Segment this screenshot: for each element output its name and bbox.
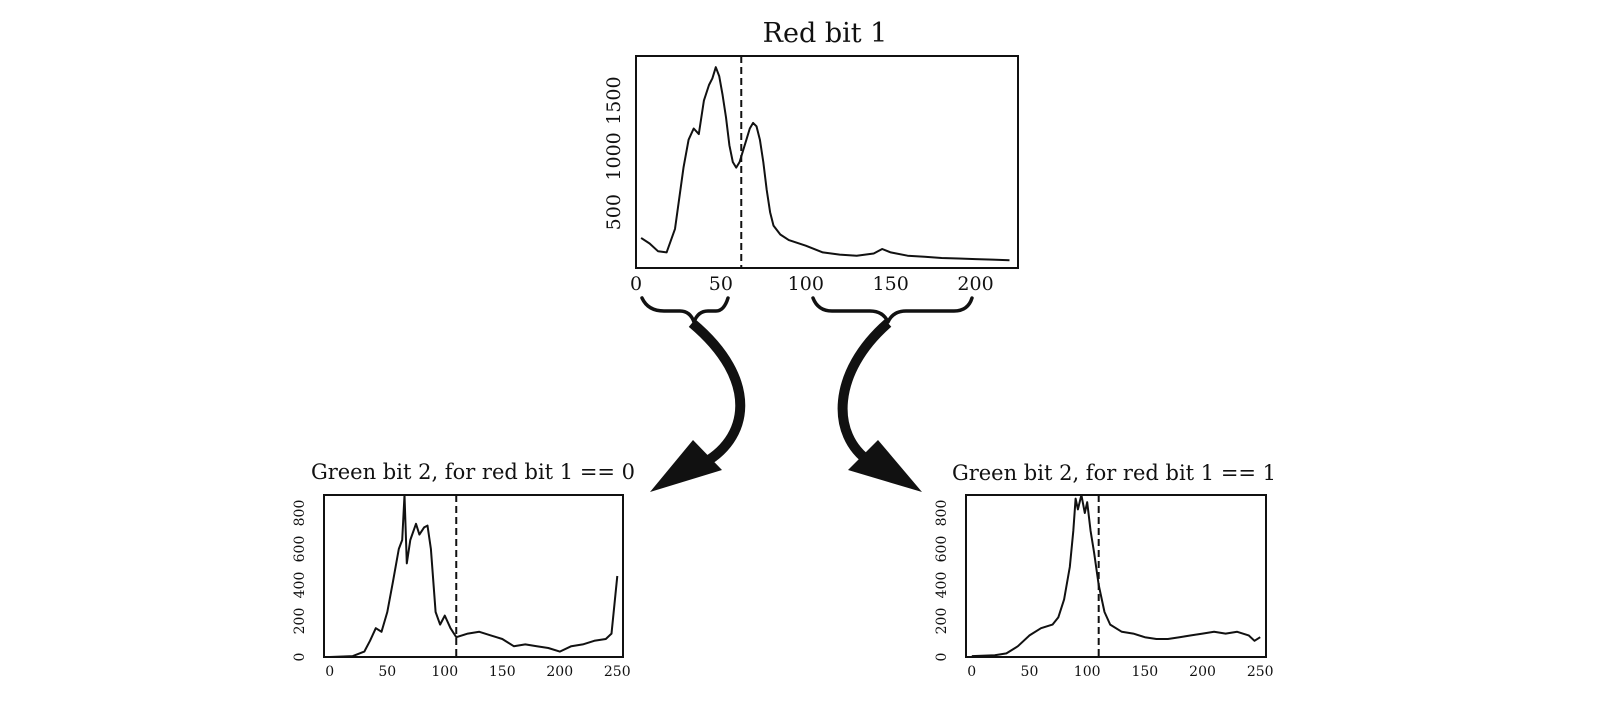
chart-green-bit-2-red-1: Green bit 2, for red bit 1 == 1 0 50 100 15…: [934, 461, 1276, 680]
x-tick-label: 250: [604, 664, 631, 680]
chart-title: Green bit 2, for red bit 1 == 0: [311, 460, 635, 484]
x-tick-label: 100: [431, 664, 458, 680]
chart-green-bit-2-red-0: Green bit 2, for red bit 1 == 0 0 50 100 15…: [292, 460, 635, 680]
x-tick-label: 100: [1074, 664, 1101, 680]
y-tick-label: 200: [292, 608, 308, 635]
y-tick-label: 500: [603, 194, 625, 230]
x-tick-label: 0: [967, 664, 976, 680]
y-tick-label: 400: [934, 572, 950, 599]
left-arrow: [650, 319, 746, 492]
y-tick-label: 0: [934, 653, 950, 662]
histogram-line: [640, 66, 1010, 262]
plot-frame: [635, 55, 1019, 269]
x-tick-label: 50: [709, 273, 733, 295]
y-tick-label: 600: [934, 536, 950, 563]
left-brace: [640, 296, 730, 324]
y-tick-label: 800: [934, 500, 950, 527]
x-tick-label: 150: [489, 664, 516, 680]
y-tick-label: 400: [292, 572, 308, 599]
y-tick-label: 0: [292, 653, 308, 662]
x-tick-label: 200: [1189, 664, 1216, 680]
right-brace: [811, 296, 974, 324]
y-tick-label: 600: [292, 536, 308, 563]
histogram-line: [971, 494, 1261, 658]
right-arrow: [837, 319, 922, 492]
x-tick-label: 200: [957, 273, 993, 295]
x-tick-label: 0: [325, 664, 334, 680]
x-tick-label: 50: [378, 664, 396, 680]
chart-title: Green bit 2, for red bit 1 == 1: [952, 461, 1276, 485]
plot-frame: [965, 494, 1267, 658]
y-tick-label: 1500: [603, 76, 625, 124]
y-tick-label: 800: [292, 500, 308, 527]
chart-red-bit-1: Red bit 1 0 50 100 150 200 500 1000 1500: [603, 18, 1019, 295]
x-tick-label: 250: [1247, 664, 1274, 680]
x-tick-label: 150: [1131, 664, 1158, 680]
histogram-line: [329, 494, 619, 658]
y-tick-label: 200: [934, 608, 950, 635]
x-tick-label: 200: [546, 664, 573, 680]
x-tick-label: 50: [1021, 664, 1039, 680]
x-tick-label: 100: [788, 273, 824, 295]
x-tick-label: 0: [630, 273, 642, 295]
y-tick-label: 1000: [603, 132, 625, 180]
x-tick-label: 150: [873, 273, 909, 295]
plot-frame: [323, 494, 624, 658]
chart-title: Red bit 1: [763, 18, 888, 49]
